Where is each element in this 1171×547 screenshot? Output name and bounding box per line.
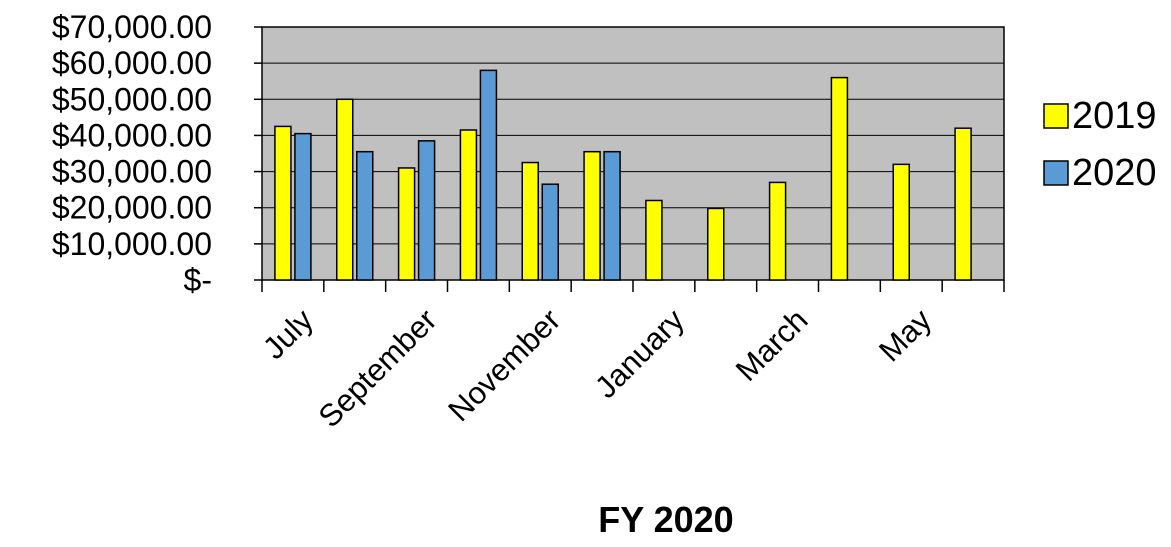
bar-2019-july	[274, 125, 292, 281]
bar-2019-august	[336, 98, 354, 281]
x-tick-label: January	[588, 302, 691, 405]
x-axis-title: FY 2020	[598, 499, 733, 540]
plot-area	[261, 26, 1005, 281]
y-tick-label: $60,000.00	[52, 45, 212, 81]
bar-2020-august	[356, 150, 374, 281]
bar-2019-october	[459, 129, 478, 281]
bar-2020-october	[479, 69, 498, 281]
x-tick-label: September	[312, 302, 444, 434]
legend-swatch-2020	[1043, 160, 1069, 186]
bar-2019-may	[892, 163, 910, 281]
legend-swatch-2019	[1043, 103, 1069, 129]
bar-2020-december	[603, 150, 621, 281]
bar-2020-november	[541, 183, 559, 281]
bar-2019-september	[397, 167, 416, 281]
bar-2019-march	[768, 181, 787, 281]
y-tick-label: $50,000.00	[52, 81, 212, 117]
y-axis: $-$10,000.00$20,000.00$30,000.00$40,000.…	[52, 9, 262, 298]
bar-2020-july	[294, 132, 312, 281]
bar-2019-november	[521, 161, 539, 281]
y-tick-label: $-	[184, 262, 212, 298]
x-tick-label: July	[256, 302, 320, 366]
legend: 2019 2020	[1043, 95, 1157, 194]
bar-2019-april	[830, 76, 849, 281]
y-tick-label: $40,000.00	[52, 117, 212, 153]
x-tick-label: November	[441, 302, 567, 428]
legend-label-2020: 2020	[1072, 152, 1157, 194]
y-tick-label: $20,000.00	[52, 190, 212, 226]
x-tick-label: May	[872, 302, 939, 369]
y-tick-label: $10,000.00	[52, 226, 212, 262]
gridlines	[262, 62, 1004, 245]
bar-2019-december	[583, 150, 601, 281]
bars	[274, 69, 972, 281]
y-tick-label: $30,000.00	[52, 154, 212, 190]
bar-2019-june	[954, 127, 972, 281]
legend-label-2019: 2019	[1072, 95, 1157, 137]
bar-2020-september	[417, 140, 436, 281]
bar-2019-february	[707, 207, 725, 281]
bar-2019-january	[645, 199, 663, 281]
y-tick-label: $70,000.00	[52, 9, 212, 45]
x-tick-label: March	[729, 302, 815, 388]
